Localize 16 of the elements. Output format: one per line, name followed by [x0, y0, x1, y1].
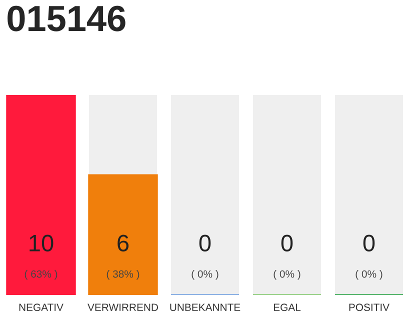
annotation: ( 38% )	[106, 270, 140, 280]
chart-title: 015146	[8, 6, 126, 32]
data-label: 0	[363, 234, 375, 252]
x-tick-label: NEGATIV	[19, 304, 64, 312]
data-label: 10	[30, 234, 54, 252]
data-label: 0	[281, 234, 293, 252]
annotation: ( 0% )	[356, 270, 382, 280]
annotation: ( 63% )	[24, 270, 58, 280]
x-tick-label: POSITIV	[349, 304, 390, 312]
annotation: ( 0% )	[192, 270, 218, 280]
x-tick-label: UNBEKANNTE	[170, 304, 240, 312]
data-label: 0	[199, 234, 211, 252]
data-label: 6	[118, 234, 129, 252]
x-tick-label: EGAL	[274, 304, 301, 312]
x-tick-label: VERWIRREND	[88, 304, 158, 311]
annotation: ( 0% )	[274, 270, 300, 280]
